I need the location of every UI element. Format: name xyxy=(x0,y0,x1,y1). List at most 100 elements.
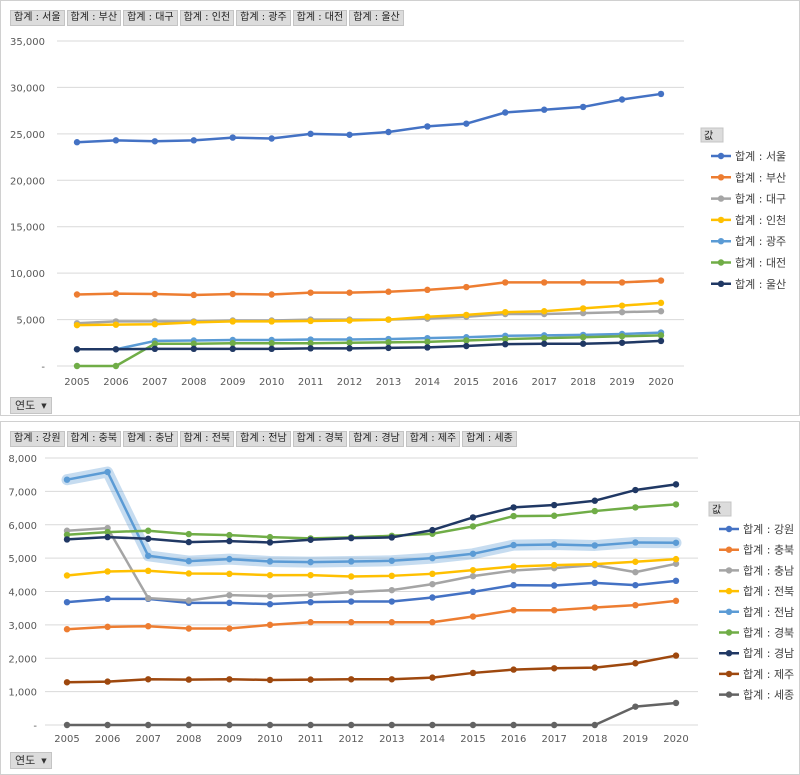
field-button-3[interactable]: 합계 : 전북 xyxy=(179,431,235,447)
legend-entry-label[interactable]: 합계 : 울산 xyxy=(735,278,786,291)
data-point[interactable] xyxy=(226,676,233,683)
data-point[interactable] xyxy=(307,345,314,352)
data-point[interactable] xyxy=(145,567,152,575)
data-point[interactable] xyxy=(307,536,314,543)
data-point[interactable] xyxy=(348,721,355,729)
data-point[interactable] xyxy=(672,555,680,563)
data-point[interactable] xyxy=(618,96,626,103)
data-point[interactable] xyxy=(469,613,477,620)
data-point[interactable] xyxy=(463,120,470,127)
data-point[interactable] xyxy=(307,340,314,347)
data-point[interactable] xyxy=(226,570,233,578)
data-point[interactable] xyxy=(591,542,598,549)
field-button-3[interactable]: 합계 : 인천 xyxy=(179,10,235,26)
data-point[interactable] xyxy=(348,573,355,580)
data-point[interactable] xyxy=(591,560,598,568)
data-point[interactable] xyxy=(502,279,509,286)
data-point[interactable] xyxy=(657,90,665,98)
data-point[interactable] xyxy=(469,550,477,557)
series-0[interactable] xyxy=(63,577,680,608)
legend-entry-label[interactable]: 합계 : 강원 xyxy=(743,523,794,536)
data-point[interactable] xyxy=(618,308,626,316)
data-point[interactable] xyxy=(63,572,71,579)
data-point[interactable] xyxy=(502,308,509,316)
data-point[interactable] xyxy=(226,591,233,599)
series-6[interactable] xyxy=(73,337,665,353)
data-point[interactable] xyxy=(112,362,120,370)
data-point[interactable] xyxy=(348,598,355,605)
data-point[interactable] xyxy=(469,669,477,677)
data-point[interactable] xyxy=(268,135,275,142)
data-point[interactable] xyxy=(266,592,274,600)
data-point[interactable] xyxy=(185,557,192,565)
field-button-5[interactable]: 합계 : 경북 xyxy=(292,431,348,447)
data-point[interactable] xyxy=(63,721,71,729)
data-point[interactable] xyxy=(63,626,71,633)
data-point[interactable] xyxy=(190,345,197,353)
data-point[interactable] xyxy=(388,572,395,580)
data-point[interactable] xyxy=(145,535,152,542)
legend-entry-label[interactable]: 합계 : 경남 xyxy=(743,647,794,660)
legend-entry-label[interactable]: 합계 : 전남 xyxy=(743,606,794,619)
legend-entry-label[interactable]: 합계 : 인천 xyxy=(735,213,786,227)
data-point[interactable] xyxy=(190,319,197,326)
data-point[interactable] xyxy=(463,342,470,350)
data-point[interactable] xyxy=(469,572,477,580)
data-point[interactable] xyxy=(632,703,639,710)
data-point[interactable] xyxy=(145,594,152,602)
data-point[interactable] xyxy=(579,103,587,111)
data-point[interactable] xyxy=(145,623,152,630)
data-point[interactable] xyxy=(385,344,392,352)
data-point[interactable] xyxy=(104,678,111,685)
data-point[interactable] xyxy=(145,676,152,683)
data-point[interactable] xyxy=(510,606,517,614)
legend-entry-label[interactable]: 합계 : 충북 xyxy=(743,544,794,557)
data-point[interactable] xyxy=(229,340,236,347)
data-point[interactable] xyxy=(104,533,111,541)
data-point[interactable] xyxy=(266,533,274,541)
data-point[interactable] xyxy=(551,721,558,729)
data-point[interactable] xyxy=(185,538,192,546)
data-point[interactable] xyxy=(307,676,314,683)
data-point[interactable] xyxy=(348,588,355,596)
data-point[interactable] xyxy=(469,514,477,521)
data-point[interactable] xyxy=(63,536,71,543)
data-point[interactable] xyxy=(151,138,159,145)
data-point[interactable] xyxy=(185,597,192,604)
data-point[interactable] xyxy=(190,291,197,299)
data-point[interactable] xyxy=(112,346,120,353)
data-point[interactable] xyxy=(579,279,587,286)
legend-entry-label[interactable]: 합계 : 경북 xyxy=(743,627,794,640)
data-point[interactable] xyxy=(579,305,587,312)
data-point[interactable] xyxy=(591,604,598,611)
data-point[interactable] xyxy=(151,340,159,347)
data-point[interactable] xyxy=(591,507,598,515)
data-point[interactable] xyxy=(657,337,665,345)
data-point[interactable] xyxy=(307,591,314,599)
field-button-1[interactable]: 합계 : 충북 xyxy=(66,431,122,447)
data-point[interactable] xyxy=(579,334,587,341)
data-point[interactable] xyxy=(266,600,274,608)
data-point[interactable] xyxy=(657,308,665,315)
field-button-5[interactable]: 합계 : 대전 xyxy=(292,10,348,26)
data-point[interactable] xyxy=(104,721,111,729)
data-point[interactable] xyxy=(541,279,548,286)
legend-entry-label[interactable]: 합계 : 충남 xyxy=(743,564,794,577)
data-point[interactable] xyxy=(307,289,314,296)
data-point[interactable] xyxy=(463,337,470,344)
data-point[interactable] xyxy=(579,340,587,347)
data-point[interactable] xyxy=(591,497,598,504)
data-point[interactable] xyxy=(632,601,639,609)
data-point[interactable] xyxy=(229,134,236,141)
data-point[interactable] xyxy=(618,333,626,340)
data-point[interactable] xyxy=(388,598,395,605)
data-point[interactable] xyxy=(429,570,436,578)
data-point[interactable] xyxy=(346,289,353,296)
year-axis-filter-button-bottom[interactable]: 연도 ▼ xyxy=(10,752,52,769)
data-point[interactable] xyxy=(510,504,517,511)
data-point[interactable] xyxy=(266,539,274,546)
data-point[interactable] xyxy=(346,317,353,324)
data-point[interactable] xyxy=(551,606,558,614)
data-point[interactable] xyxy=(266,721,274,729)
data-point[interactable] xyxy=(502,109,509,116)
